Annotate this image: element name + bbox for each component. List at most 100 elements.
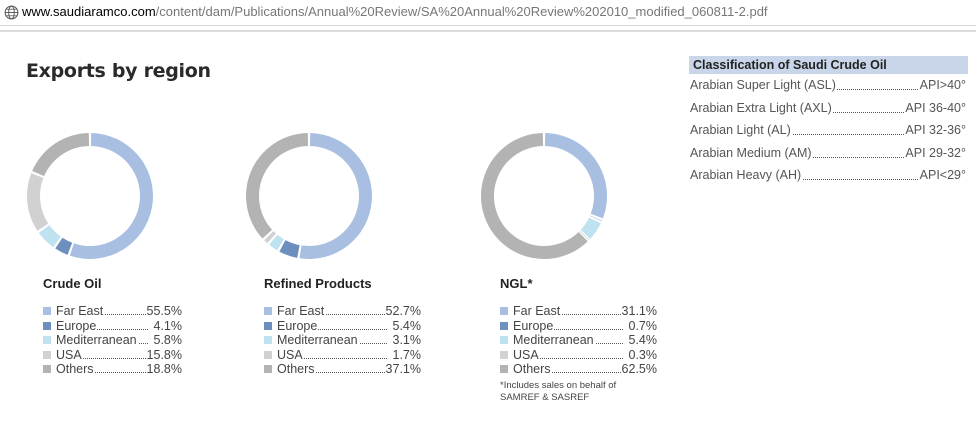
crude-oil-donut-chart: [24, 130, 156, 262]
crude-oil-classification-table: Classification of Saudi Crude Oil Arabia…: [689, 56, 968, 187]
crude-grade-name: Arabian Super Light (ASL): [690, 74, 837, 97]
donut-slice-mediterranean: [269, 234, 284, 251]
legend-label: Europe: [277, 318, 319, 333]
legend-item: Others 62.5%: [500, 362, 657, 377]
api-gravity-range: API 36-40°: [905, 96, 966, 119]
legend-value: 62.5%: [621, 362, 657, 376]
legend-value: 15.8%: [146, 347, 182, 362]
legend-item: Mediterranean 5.8%: [43, 333, 182, 348]
globe-icon: [4, 5, 19, 20]
legend-swatch: [43, 350, 51, 359]
url-domain: www.saudiaramco.com: [22, 4, 156, 19]
leader-dots: [57, 328, 148, 330]
api-gravity-range: API 32-36°: [905, 119, 966, 142]
api-gravity-range: API<29°: [919, 164, 966, 187]
donut-slice-usa: [26, 173, 49, 231]
api-gravity-range: API>40°: [919, 74, 966, 97]
chart-title: Crude Oil: [43, 276, 102, 291]
legend-item: USA 1.7%: [264, 347, 421, 363]
legend-label: Far East: [277, 304, 326, 318]
legend-label: Europe: [56, 318, 98, 333]
address-url[interactable]: www.saudiaramco.com/content/dam/Publicat…: [22, 4, 768, 19]
donut-slice-mediterranean: [580, 217, 601, 239]
classification-title: Classification of Saudi Crude Oil: [689, 56, 968, 74]
legend-value: 52.7%: [385, 304, 421, 318]
legend-value: 55.5%: [146, 304, 182, 318]
legend-value: 0.3%: [628, 347, 657, 362]
legend-value: 3.1%: [392, 333, 421, 347]
legend-item: Mediterranean 5.4%: [500, 333, 657, 348]
legend-value: 5.8%: [153, 333, 182, 347]
legend-swatch: [43, 307, 51, 315]
donut-slice-usa: [264, 231, 276, 244]
legend-swatch: [500, 365, 508, 373]
legend-label: Mediterranean: [513, 333, 595, 347]
legend-label: Others: [277, 362, 316, 376]
browser-address-bar[interactable]: www.saudiaramco.com/content/dam/Publicat…: [0, 0, 976, 26]
donut-slice-europe: [279, 240, 300, 258]
legend-value: 1.7%: [392, 347, 421, 362]
legend-value: 5.4%: [628, 333, 657, 347]
leader-dots: [57, 357, 148, 359]
crude-grade-name: Arabian Heavy (AH): [690, 164, 803, 187]
legend-value: 37.1%: [385, 362, 421, 376]
leader-dots: [278, 357, 387, 359]
legend-label: Others: [513, 362, 552, 376]
legend-item: Far East 31.1%: [500, 304, 657, 319]
leader-dots: [514, 357, 623, 359]
legend-item: Others 18.8%: [43, 362, 182, 377]
legend-item: Europe 0.7%: [500, 318, 657, 334]
refined-products-legend: Refined Products Far East 52.7% Europe 5.4%…: [264, 276, 421, 377]
legend-swatch: [500, 350, 508, 359]
legend-value: 31.1%: [621, 304, 657, 318]
legend-label: Mediterranean: [56, 333, 138, 347]
classification-row: Arabian Light (AL) API 32-36°: [689, 119, 968, 142]
legend-swatch: [264, 336, 272, 344]
legend-swatch: [500, 321, 508, 330]
chart-title: Refined Products: [264, 276, 372, 291]
header-divider: [0, 30, 976, 32]
api-gravity-range: API 29-32°: [905, 141, 966, 164]
legend-value: 5.4%: [392, 318, 421, 333]
legend-value: 4.1%: [153, 318, 182, 333]
donut-slice-others: [245, 133, 309, 239]
classification-row: Arabian Super Light (ASL) API>40°: [689, 74, 968, 97]
ngl-donut-chart: [478, 130, 610, 262]
legend-swatch: [43, 321, 51, 330]
donut-slice-far-east: [69, 133, 153, 259]
classification-row: Arabian Extra Light (AXL) API 36-40°: [689, 96, 968, 119]
legend-label: Far East: [513, 304, 562, 318]
legend-swatch: [43, 365, 51, 373]
legend-swatch: [264, 307, 272, 315]
donut-slice-far-east: [299, 133, 372, 259]
legend-swatch: [500, 307, 508, 315]
legend-item: Mediterranean 3.1%: [264, 333, 421, 348]
legend-item: Far East 55.5%: [43, 304, 182, 319]
legend-label: Europe: [513, 318, 555, 333]
crude-grade-name: Arabian Medium (AM): [690, 141, 813, 164]
legend-value: 18.8%: [146, 362, 182, 376]
leader-dots: [278, 328, 387, 330]
legend-swatch: [264, 321, 272, 330]
classification-row: Arabian Medium (AM) API 29-32°: [689, 141, 968, 164]
refined-products-donut-chart: [243, 130, 375, 262]
legend-swatch: [500, 336, 508, 344]
legend-item: USA 0.3%: [500, 347, 657, 363]
donut-slice-europe: [55, 237, 73, 255]
donut-slice-far-east: [544, 133, 607, 219]
legend-item: Others 37.1%: [264, 362, 421, 377]
legend-item: Europe 4.1%: [43, 318, 182, 334]
legend-item: Far East 52.7%: [264, 304, 421, 319]
leader-dots: [514, 328, 623, 330]
chart-title: NGL*: [500, 276, 533, 291]
legend-item: Europe 5.4%: [264, 318, 421, 334]
legend-label: Mediterranean: [277, 333, 359, 347]
legend-label: USA: [513, 347, 540, 362]
donut-slice-usa: [579, 230, 590, 241]
ngl-footnote: *Includes sales on behalf of SAMREF & SA…: [500, 379, 617, 403]
legend-label: Others: [56, 362, 95, 376]
legend-swatch: [264, 350, 272, 359]
crude-grade-name: Arabian Light (AL): [690, 119, 792, 142]
donut-slice-others: [32, 133, 90, 177]
crude-grade-name: Arabian Extra Light (AXL): [690, 96, 833, 119]
